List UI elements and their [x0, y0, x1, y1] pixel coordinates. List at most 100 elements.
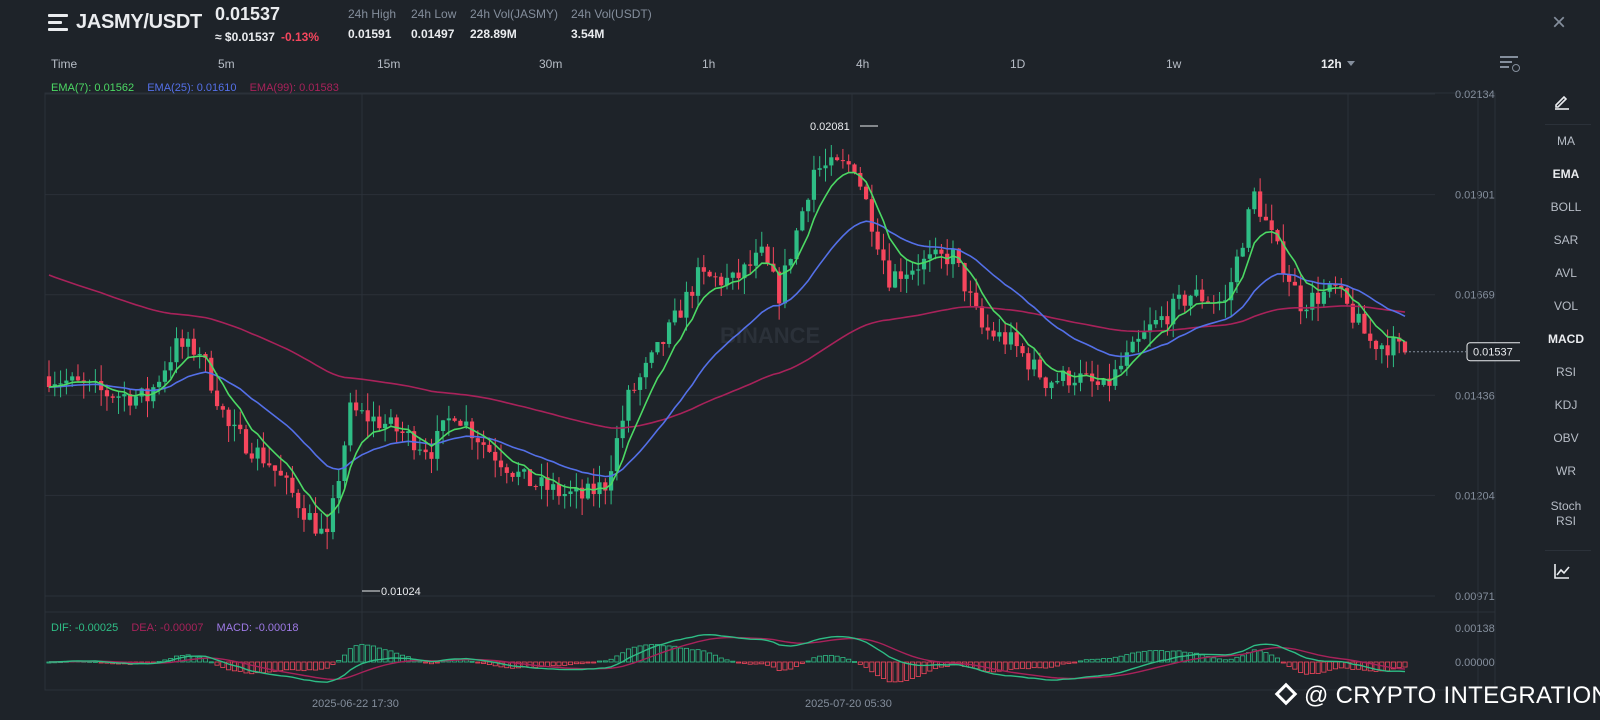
candle-body [655, 342, 660, 353]
macd-histogram-bar [1332, 661, 1338, 670]
candle-body [1194, 289, 1199, 296]
candle-body [214, 390, 220, 407]
close-icon[interactable]: × [1551, 9, 1566, 36]
candle-body [1223, 300, 1228, 302]
macd-histogram-bar [1251, 649, 1257, 663]
macd-histogram-bar [1338, 661, 1344, 669]
candle-body [220, 406, 225, 410]
candle-body [487, 444, 492, 452]
time-axis-label: 2025-07-20 05:30 [805, 698, 892, 710]
candle-body [104, 390, 110, 397]
macd-histogram-bar [1292, 661, 1298, 670]
chart-settings-icon[interactable] [1500, 56, 1520, 72]
macd-histogram-bar [266, 661, 272, 673]
macd-histogram-bar [817, 655, 823, 663]
indicator-boll[interactable]: BOLL [1550, 200, 1582, 214]
tab-5m[interactable]: 5m [218, 57, 235, 71]
price-tick-label: 0.01204 [1455, 490, 1495, 502]
candle-body [400, 431, 405, 434]
macd-histogram-bar [1135, 651, 1141, 663]
tab-4h[interactable]: 4h [856, 57, 870, 71]
tab-30m[interactable]: 30m [539, 57, 563, 71]
candle-body [498, 460, 504, 468]
candle-body [1159, 316, 1164, 321]
candle-body [672, 310, 677, 323]
stat-label: 24h High [348, 7, 397, 21]
candle-body [261, 447, 266, 464]
candle-body [811, 169, 817, 200]
candle-body [133, 396, 139, 406]
candle-body [75, 376, 81, 381]
macd-histogram-bar [1141, 650, 1147, 663]
candlestick-chart[interactable]: 0.02134 0.01901 0.01669 0.01436 0.01204 0.009… [0, 78, 1524, 720]
candle-body [46, 376, 52, 388]
stat-24h-high: 24h High 0.01591 [348, 7, 396, 41]
macd-histogram-bar [573, 661, 579, 665]
indicator-kdj[interactable]: KDJ [1554, 398, 1578, 412]
candle-body [185, 338, 191, 347]
candle-body [1229, 282, 1234, 301]
indicator-ma[interactable]: MA [1557, 134, 1575, 148]
macd-histogram-bar [1257, 650, 1263, 663]
macd-histogram-bar [892, 661, 898, 683]
indicator-sar[interactable]: SAR [1553, 233, 1579, 247]
chart-area[interactable]: 0.02134 0.01901 0.01669 0.01436 0.01204 0.009… [0, 78, 1524, 720]
candle-body [759, 246, 764, 253]
candle-body [695, 267, 701, 296]
candle-body [383, 423, 388, 429]
candle-body [1084, 373, 1089, 375]
candle-body [406, 431, 411, 434]
price-tick-label: 0.02134 [1455, 89, 1495, 101]
candle-body [510, 472, 515, 477]
candle-body [423, 449, 428, 453]
candle-body [800, 211, 805, 231]
indicator-sidebar: MA EMA BOLL SAR AVL VOL MACD RSI KDJ OBV… [1542, 84, 1600, 604]
pair-title[interactable]: JASMY/USDT [76, 11, 202, 33]
candle-body [974, 292, 979, 307]
macd-histogram-bar [1072, 661, 1078, 664]
indicator-avl[interactable]: AVL [1555, 266, 1577, 280]
indicator-wr[interactable]: WR [1556, 464, 1576, 478]
tab-1d[interactable]: 1D [1010, 57, 1026, 71]
tab-time[interactable]: Time [51, 57, 78, 71]
candle-body [1385, 345, 1390, 356]
macd-histogram-bar [701, 650, 707, 663]
dea-line [49, 636, 1406, 681]
candle-body [1130, 341, 1135, 353]
macd-histogram-bar [770, 661, 776, 668]
line-chart-icon[interactable] [1553, 562, 1571, 580]
tab-1w[interactable]: 1w [1166, 57, 1182, 71]
indicator-vol[interactable]: VOL [1553, 299, 1578, 313]
candle-body [661, 342, 666, 344]
macd-histogram-bar [608, 658, 614, 663]
macd-histogram-bar [886, 661, 892, 683]
macd-histogram-bar [602, 660, 608, 663]
tab-12h[interactable]: 12h [1321, 57, 1355, 71]
candle-body [939, 249, 944, 254]
stat-label: 24h Vol(JASMY) [470, 7, 559, 21]
macd-histogram-bar [243, 661, 249, 674]
candle-body [1391, 337, 1396, 356]
macd-histogram-bar [840, 657, 846, 663]
ema99-label: EMA(99): 0.01583 [249, 82, 339, 94]
tab-15m[interactable]: 15m [377, 57, 401, 71]
indicator-obv[interactable]: OBV [1553, 431, 1579, 445]
macd-histogram-bar [689, 649, 695, 663]
indicator-rsi[interactable]: RSI [1555, 365, 1576, 379]
candle-body [365, 410, 370, 422]
menu-icon[interactable] [48, 14, 68, 32]
candle-body [568, 491, 573, 495]
macd-histogram-bar [1002, 661, 1008, 672]
indicator-stoch-rsi[interactable]: Stoch RSI [1550, 499, 1582, 528]
stat-value: 0.01591 [348, 27, 392, 41]
candle-body [603, 482, 608, 491]
candle-body [1200, 289, 1205, 302]
indicator-ema[interactable]: EMA [1552, 167, 1580, 181]
macd-histogram-bar [1309, 661, 1315, 674]
candle-body [475, 438, 480, 443]
candle-body [690, 291, 695, 296]
tab-1h[interactable]: 1h [702, 57, 716, 71]
pencil-icon[interactable] [1553, 92, 1571, 110]
candle-body [139, 388, 144, 397]
indicator-macd[interactable]: MACD [1548, 332, 1584, 346]
